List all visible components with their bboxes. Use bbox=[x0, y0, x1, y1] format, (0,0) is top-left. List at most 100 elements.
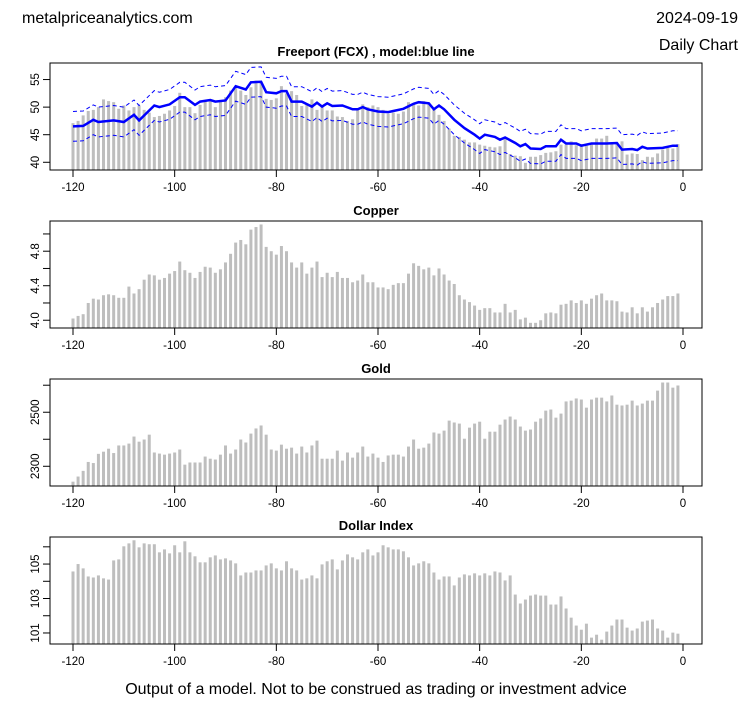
bar bbox=[300, 106, 304, 170]
bar bbox=[71, 571, 75, 644]
bar bbox=[605, 135, 609, 170]
bar bbox=[178, 552, 182, 644]
bar bbox=[76, 120, 80, 170]
x-tick-label: -120 bbox=[61, 182, 84, 194]
bar bbox=[163, 454, 166, 486]
bar bbox=[234, 449, 238, 486]
bar bbox=[493, 431, 497, 486]
bar bbox=[213, 107, 217, 170]
bar bbox=[488, 146, 492, 170]
bar bbox=[356, 108, 360, 170]
bar bbox=[320, 277, 324, 328]
bar bbox=[173, 271, 177, 328]
bar bbox=[117, 297, 121, 328]
bar bbox=[610, 300, 614, 328]
x-tick-label: -60 bbox=[370, 340, 387, 352]
bar bbox=[539, 595, 543, 644]
x-tick-label: -80 bbox=[268, 182, 285, 194]
bar bbox=[244, 572, 248, 644]
bar bbox=[71, 481, 75, 486]
bar bbox=[178, 92, 182, 170]
bar bbox=[381, 545, 385, 644]
bar bbox=[666, 147, 670, 170]
panel-freeport: Freeport (FCX) , model:blue line -120 -10… bbox=[30, 44, 703, 194]
bar bbox=[666, 637, 670, 644]
bar bbox=[229, 453, 233, 486]
bar bbox=[142, 109, 146, 170]
bar bbox=[401, 551, 405, 644]
bar bbox=[147, 544, 151, 644]
bar bbox=[584, 303, 588, 328]
bar bbox=[615, 301, 619, 328]
bar bbox=[320, 458, 324, 486]
bar bbox=[640, 621, 644, 644]
bar bbox=[249, 572, 253, 644]
bar bbox=[188, 552, 192, 644]
bar bbox=[569, 300, 573, 328]
bar bbox=[493, 312, 497, 328]
y-tick-label: 50 bbox=[30, 101, 42, 114]
bar bbox=[91, 298, 95, 328]
bar bbox=[264, 98, 268, 170]
bar bbox=[305, 578, 309, 644]
bar bbox=[376, 107, 380, 170]
bar bbox=[584, 407, 588, 486]
x-tick-label: -60 bbox=[370, 656, 387, 668]
y-tick-label: 55 bbox=[30, 73, 42, 86]
bar bbox=[630, 630, 634, 644]
bar bbox=[137, 441, 141, 486]
x-tick-label: -40 bbox=[471, 182, 488, 194]
bar bbox=[269, 99, 273, 170]
bar bbox=[564, 303, 568, 328]
bar bbox=[295, 570, 299, 644]
bar bbox=[168, 553, 172, 644]
x-tick-label: -40 bbox=[471, 498, 488, 510]
bar bbox=[264, 434, 268, 486]
bar bbox=[346, 452, 349, 486]
bar bbox=[574, 302, 578, 328]
bar bbox=[224, 445, 227, 486]
bar bbox=[239, 575, 243, 644]
bar bbox=[635, 628, 639, 644]
bar bbox=[234, 242, 238, 328]
bar bbox=[107, 579, 111, 644]
bar bbox=[417, 448, 421, 486]
bar bbox=[112, 295, 116, 328]
bar bbox=[590, 144, 593, 170]
bar bbox=[651, 619, 654, 644]
bar bbox=[554, 313, 558, 328]
bar bbox=[259, 224, 263, 328]
bar bbox=[645, 620, 649, 644]
bar bbox=[437, 114, 441, 170]
bar bbox=[503, 419, 507, 486]
bar bbox=[513, 594, 517, 644]
bar bbox=[539, 155, 543, 170]
bar bbox=[569, 400, 573, 486]
bar bbox=[590, 298, 593, 328]
bar bbox=[254, 570, 258, 644]
bar bbox=[173, 545, 177, 644]
bar bbox=[203, 562, 207, 644]
site-name: metalpriceanalytics.com bbox=[22, 10, 193, 27]
bar bbox=[274, 568, 278, 644]
bar bbox=[462, 574, 466, 644]
bar bbox=[168, 110, 172, 170]
bar bbox=[198, 462, 202, 486]
bar bbox=[147, 434, 151, 486]
bar bbox=[300, 262, 304, 328]
x-tick-label: -20 bbox=[573, 340, 590, 352]
bar bbox=[86, 110, 90, 170]
bar bbox=[157, 552, 161, 644]
bar bbox=[488, 308, 492, 328]
bar bbox=[351, 457, 355, 486]
bar bbox=[483, 145, 487, 170]
bar bbox=[193, 113, 197, 170]
bar bbox=[447, 576, 451, 644]
bar bbox=[259, 425, 263, 486]
bar bbox=[559, 596, 563, 644]
bar bbox=[391, 112, 395, 170]
bar bbox=[478, 421, 482, 486]
bar bbox=[152, 544, 156, 644]
bar bbox=[244, 94, 248, 170]
